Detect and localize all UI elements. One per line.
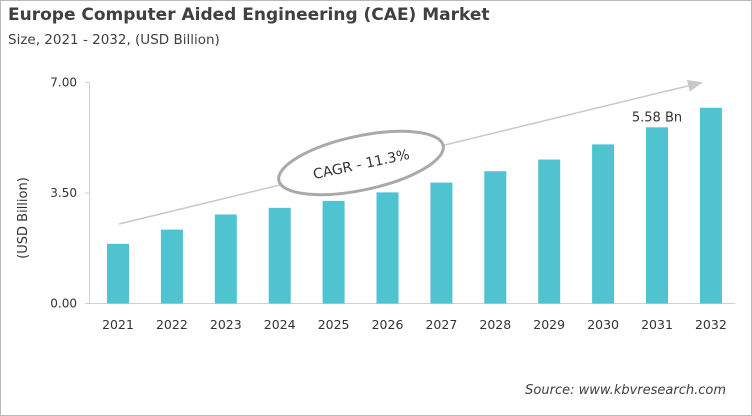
bar-2030 — [592, 144, 615, 304]
bar-2023 — [214, 214, 237, 304]
y-tick-label: 3.50 — [50, 186, 77, 200]
bar-2026 — [376, 192, 399, 304]
x-tick-label: 2025 — [318, 317, 350, 332]
bar-2028 — [484, 171, 507, 304]
bar-2024 — [268, 207, 291, 304]
source-note: Source: www.kbvresearch.com — [525, 383, 726, 398]
x-tick-label: 2031 — [641, 317, 673, 332]
x-tick-label: 2032 — [695, 317, 727, 332]
x-tick-label: 2022 — [156, 317, 188, 332]
x-tick-label: 2029 — [533, 317, 565, 332]
data-label: 5.58 Bn — [632, 110, 682, 125]
x-tick-label: 2024 — [264, 317, 296, 332]
bar-2032 — [699, 107, 722, 304]
y-axis-label: (USD Billion) — [16, 177, 31, 259]
bar-2022 — [160, 229, 183, 304]
x-tick-label: 2026 — [372, 317, 404, 332]
chart-title: Europe Computer Aided Engineering (CAE) … — [8, 5, 490, 25]
y-tick-label: 0.00 — [50, 297, 77, 311]
x-tick-label: 2027 — [425, 317, 457, 332]
bar-2025 — [322, 200, 345, 304]
x-tick-label: 2028 — [479, 317, 511, 332]
x-tick-label: 2030 — [587, 317, 619, 332]
bar-2021 — [107, 243, 129, 304]
y-tick-label: 7.00 — [50, 76, 77, 90]
bar-2029 — [538, 159, 561, 304]
chart-subtitle: Size, 2021 - 2032, (USD Billion) — [8, 32, 220, 48]
bar-2027 — [430, 182, 453, 304]
bar-2031 — [646, 127, 668, 304]
x-tick-label: 2023 — [210, 317, 242, 332]
cagr-ellipse — [277, 129, 445, 197]
x-tick-label: 2021 — [102, 317, 134, 332]
